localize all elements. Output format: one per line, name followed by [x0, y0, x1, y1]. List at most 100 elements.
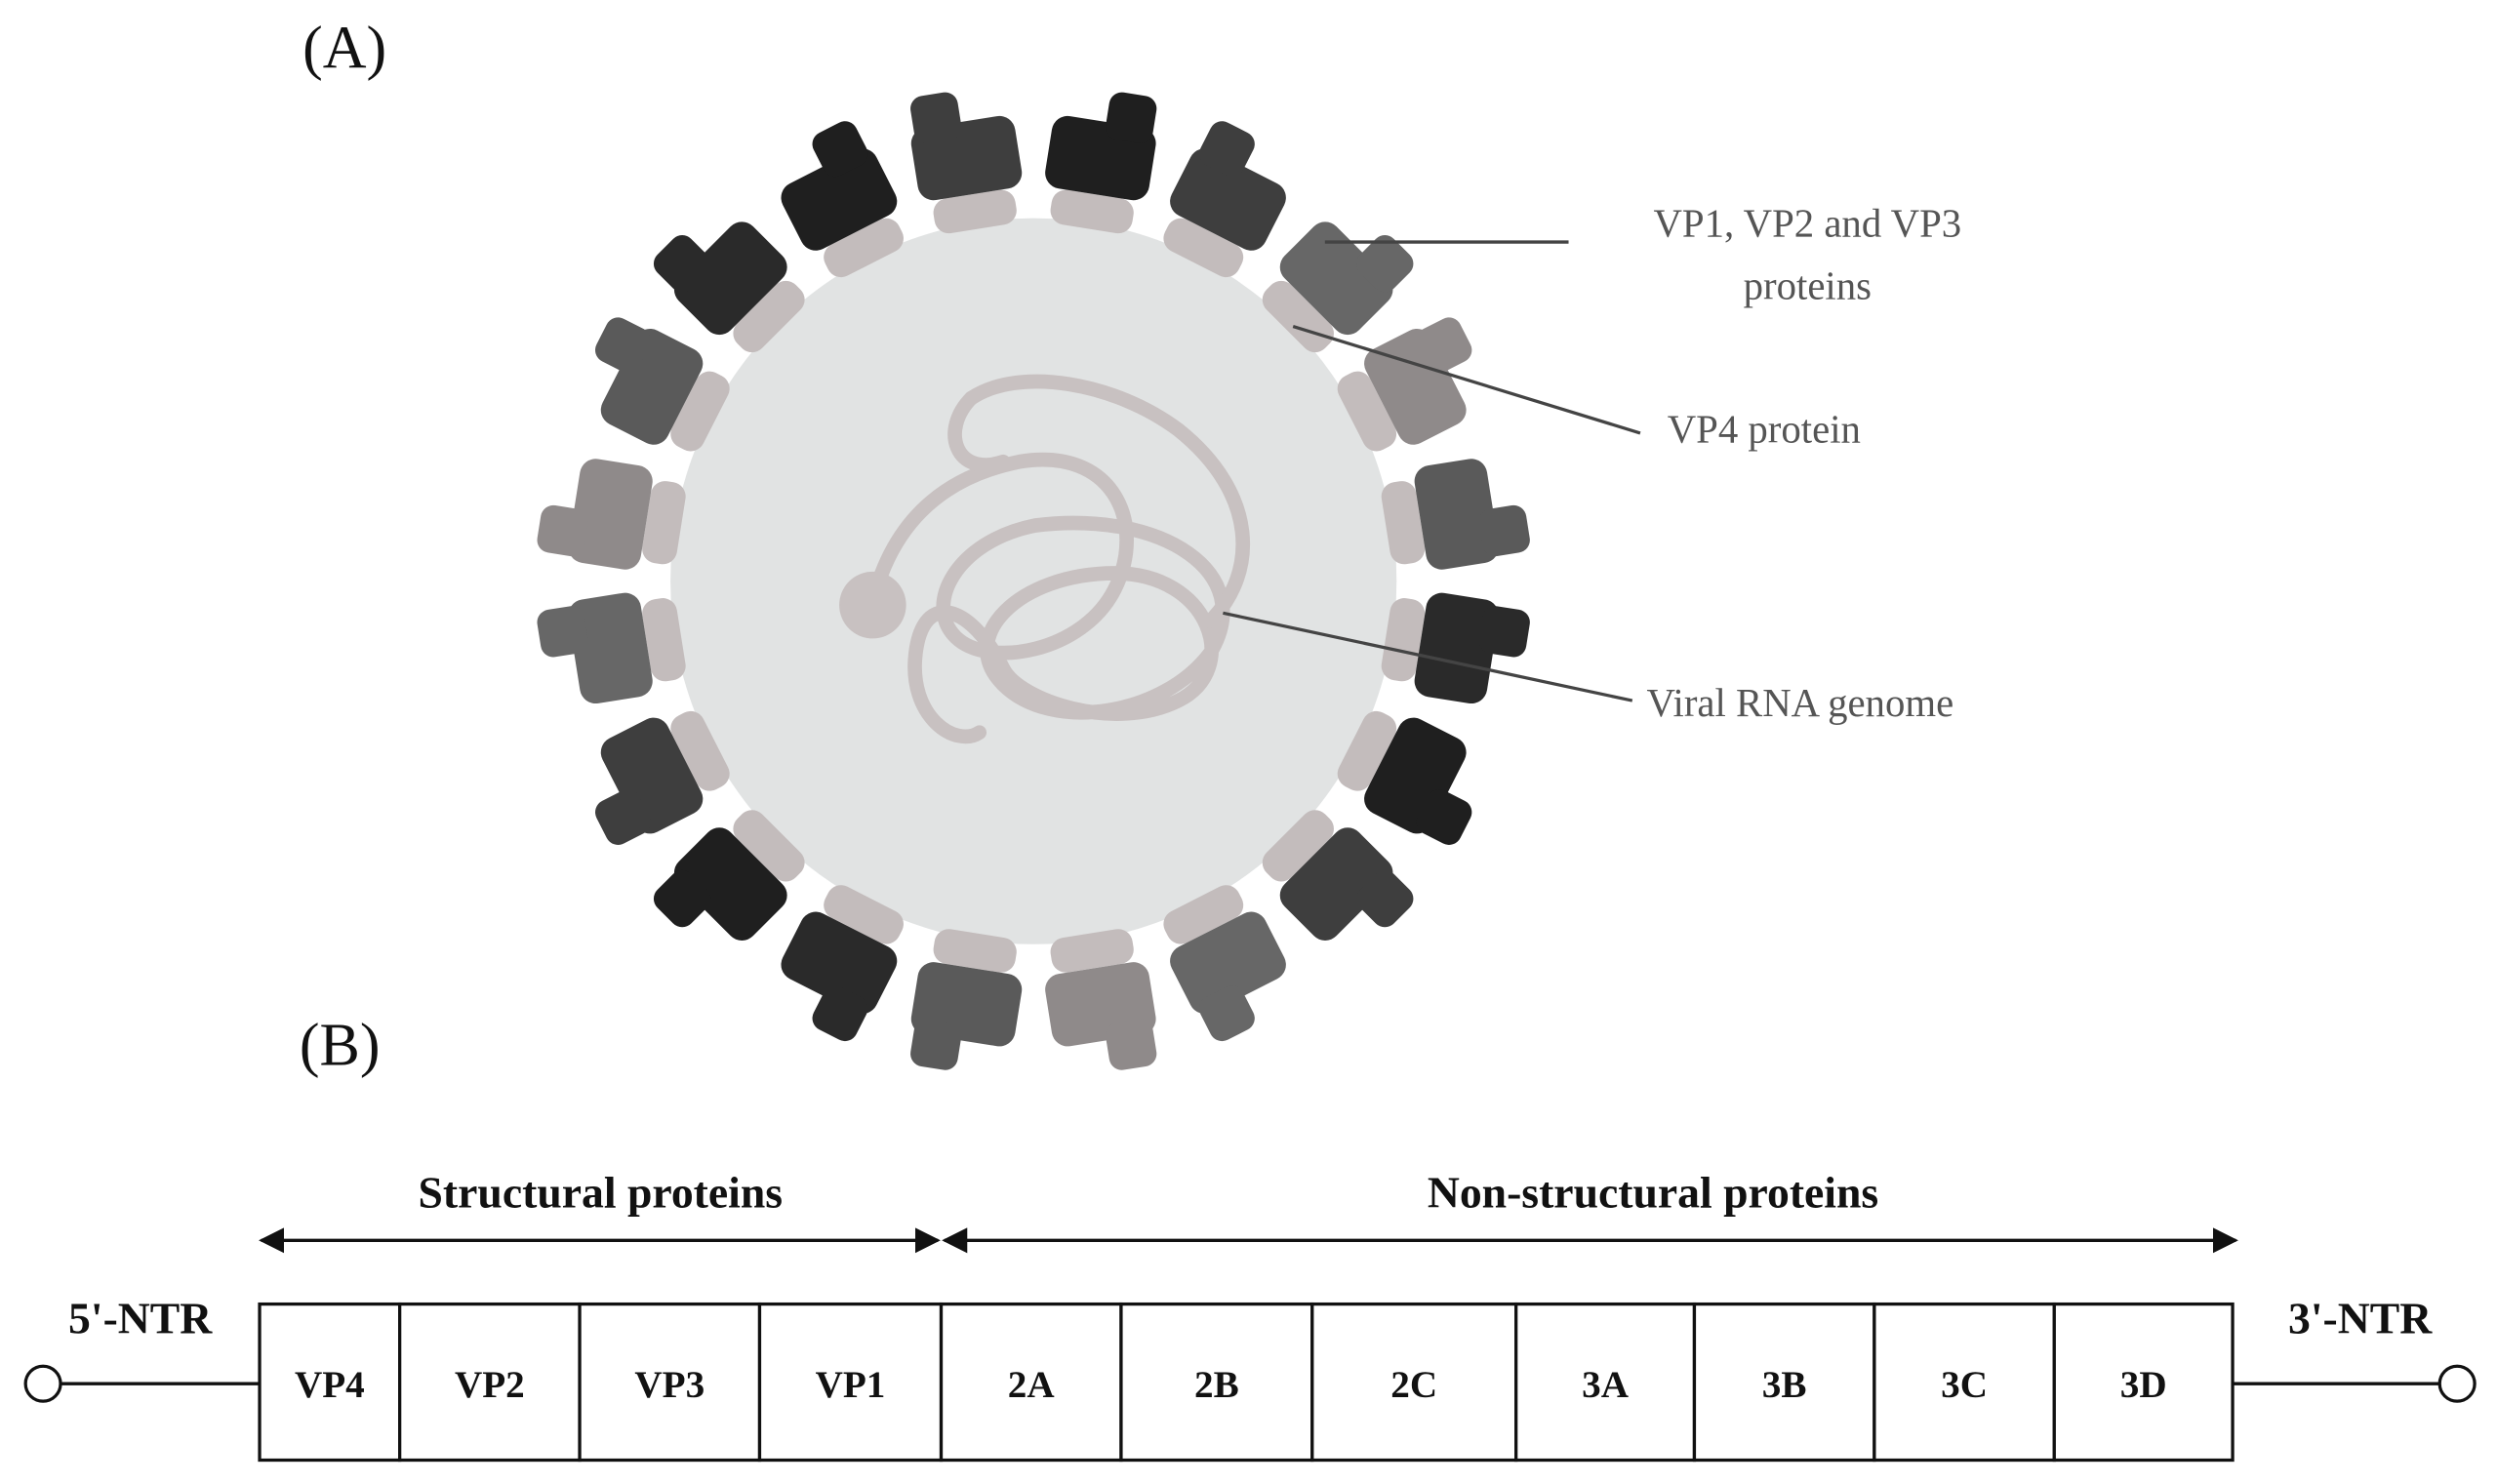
capsid-unit [653, 221, 805, 353]
capsid-block [1279, 221, 1393, 336]
capsid-block [568, 592, 653, 704]
capsid-block [568, 459, 653, 570]
capsid-tab [537, 606, 588, 658]
leader-line [1223, 611, 1633, 702]
vp4-unit [824, 885, 904, 944]
capsid-tab [653, 235, 711, 293]
vp4-unit [642, 481, 686, 565]
leader-line [1292, 324, 1641, 435]
vp4-unit [1381, 598, 1426, 682]
genome-segment [1514, 1302, 1697, 1463]
vp4-unit [1381, 481, 1426, 565]
capsid-unit [910, 92, 1023, 234]
capsid-tab [1416, 789, 1472, 845]
genome-segment [1310, 1302, 1518, 1463]
capsid-unit [1337, 710, 1472, 845]
capsid-block [1170, 911, 1286, 1015]
capsid-unit [1163, 885, 1286, 1042]
vp4-unit [1050, 189, 1134, 234]
capsid-tab [1356, 235, 1414, 293]
capsid-tab [653, 869, 711, 928]
segment-label: VP4 [295, 1364, 365, 1406]
vp4-unit [670, 371, 730, 452]
genome-map: VP4 VP2 VP3 VP1 2A 2B 2C 3A 3B 3C 3D [258, 1302, 2235, 1463]
segment-label: 2B [1194, 1364, 1239, 1406]
region-label: Structural proteins [419, 1168, 784, 1218]
genome-segment [757, 1302, 944, 1463]
segment-label: VP2 [455, 1364, 525, 1406]
capsid-unit [1381, 459, 1530, 570]
capsid-block [781, 911, 898, 1015]
annotation: VP1, VP2 and VP3 [1653, 202, 1961, 246]
genome-segment [2052, 1302, 2235, 1463]
capsid-block [1279, 827, 1393, 941]
vp4-unit [1262, 810, 1334, 882]
genome-segment [1873, 1302, 2056, 1463]
vp4-unit [824, 218, 904, 278]
vp4-unit [1337, 371, 1397, 452]
capsid-tab [1106, 92, 1157, 143]
capsid-tab [1478, 504, 1530, 557]
capsid-tab [1356, 869, 1414, 928]
capsid-unit [781, 121, 904, 278]
region-label: Non-structural proteins [1428, 1168, 1878, 1218]
panel-label: (B) [300, 1012, 381, 1078]
capsid-unit [1045, 92, 1157, 234]
genome-segment [1692, 1302, 1876, 1463]
capsid-tab [595, 789, 651, 845]
annotation: proteins [1744, 263, 1872, 307]
capsid-tab [595, 317, 651, 374]
vp4-unit [1050, 929, 1134, 973]
rna-genome [866, 374, 1251, 744]
utr-end [23, 1364, 62, 1403]
vp4-unit [933, 929, 1017, 973]
vp4-unit [733, 280, 805, 353]
segment-label: 2C [1390, 1364, 1437, 1406]
capsid-block [1414, 592, 1499, 704]
vp4-unit [642, 598, 686, 682]
capsid-tab [812, 121, 868, 178]
capsid-tab [1106, 1019, 1157, 1070]
capsid-block [781, 148, 898, 251]
annotation: VP4 protein [1668, 407, 1861, 451]
vp4-unit [1163, 218, 1244, 278]
genome-segment [578, 1302, 762, 1463]
capsid-unit [781, 885, 904, 1042]
genome-segment [1119, 1302, 1314, 1463]
utr-end [2437, 1364, 2477, 1403]
capsid-tab [1198, 121, 1255, 178]
capsid-unit [537, 459, 686, 570]
vp4-unit [933, 189, 1017, 234]
capsid-tab [910, 92, 962, 143]
capsid-unit [1381, 592, 1530, 704]
capsid-unit [1262, 810, 1414, 941]
capsid-tab [1198, 985, 1255, 1042]
segment-label: VP1 [816, 1364, 886, 1406]
segment-label: 3A [1582, 1364, 1629, 1406]
capsid-tab [537, 504, 588, 557]
capsid-unit [595, 317, 730, 452]
vp4-unit [1337, 710, 1397, 791]
capsid-unit [910, 929, 1023, 1070]
segment-label: 3B [1762, 1364, 1807, 1406]
capsid-tab [1478, 606, 1530, 658]
capsid-block [673, 827, 787, 941]
capsid-unit [595, 710, 730, 845]
capsid-block [1170, 148, 1286, 251]
segment-label: 2A [1008, 1364, 1055, 1406]
capsid-unit [1163, 121, 1286, 278]
virus-interior [670, 218, 1397, 944]
utr-label: 3'-NTR [2288, 1294, 2433, 1344]
segment-label: VP3 [634, 1364, 705, 1406]
capsid-tab [910, 1019, 962, 1070]
vp4-unit [1163, 885, 1244, 944]
capsid-tab [812, 985, 868, 1042]
vp4-unit [733, 810, 805, 882]
segment-label: 3D [2120, 1364, 2167, 1406]
annotation: Viral RNA genome [1646, 681, 1953, 725]
capsid-tab [1416, 317, 1472, 374]
panel-label: (A) [302, 16, 386, 82]
rna-cap [839, 571, 906, 639]
genome-segment [258, 1302, 402, 1463]
capsid-block [673, 221, 787, 336]
